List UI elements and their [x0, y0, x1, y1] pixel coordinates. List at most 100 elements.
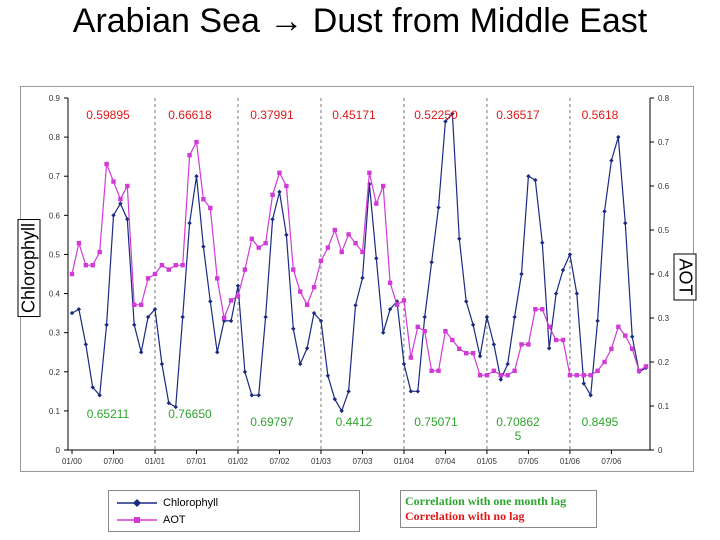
aot-point: [367, 170, 372, 175]
aot-point: [256, 245, 261, 250]
chlorophyll-point: [436, 205, 441, 210]
aot-point: [152, 271, 158, 277]
y-tick-label-right: 0.1: [658, 402, 670, 411]
aot-point: [187, 153, 192, 158]
aot-point: [553, 337, 559, 343]
chlorophyll-point: [381, 330, 386, 335]
chlorophyll-point: [470, 322, 476, 328]
y-tick-label-left: 0.9: [49, 94, 61, 103]
aot-point: [228, 298, 234, 303]
chlorophyll-point: [291, 326, 296, 331]
chlorophyll-point: [526, 174, 531, 179]
chlorophyll-point: [540, 240, 545, 245]
aot-point: [623, 333, 628, 338]
correlation-legend: Correlation with one month lag Correlati…: [400, 490, 597, 528]
x-tick-label: 07/02: [269, 457, 290, 466]
chlorophyll-point: [512, 314, 517, 320]
chlorophyll-point: [242, 369, 248, 374]
chlorophyll-point: [353, 303, 358, 308]
chlorophyll-point: [491, 342, 497, 347]
aot-point: [450, 337, 455, 343]
correlation-nolag-value: 0.59895: [86, 108, 130, 122]
x-tick-label: 01/01: [145, 457, 166, 466]
aot-point: [208, 205, 213, 211]
x-tick-label: 07/06: [601, 457, 622, 466]
aot-point: [360, 249, 365, 255]
chlorophyll-point: [132, 322, 137, 328]
aot-point: [408, 355, 414, 360]
chlorophyll-point: [609, 158, 614, 163]
chlorophyll-point: [215, 350, 220, 355]
chlorophyll-point: [125, 217, 130, 222]
aot-point: [311, 285, 317, 290]
chlorophyll-point: [325, 373, 331, 378]
aot-point: [484, 373, 490, 378]
x-tick-label: 01/00: [62, 457, 83, 466]
x-tick-label: 07/04: [435, 457, 456, 466]
aot-point: [470, 351, 476, 356]
aot-point: [560, 337, 566, 343]
y-tick-label-right: 0.5: [658, 226, 670, 235]
correlation-nolag-value: 0.37991: [250, 108, 294, 122]
chlorophyll-swatch-icon: [117, 499, 157, 507]
aot-point: [609, 346, 614, 351]
aot-swatch-icon: [117, 517, 157, 523]
legend-label-chlorophyll: Chlorophyll: [163, 497, 219, 509]
aot-point: [595, 368, 600, 373]
chlorophyll-point: [90, 385, 95, 390]
chlorophyll-point: [187, 220, 192, 226]
y-tick-label-right: 0.8: [658, 94, 670, 103]
chlorophyll-point: [235, 283, 241, 288]
chlorophyll-point: [104, 322, 109, 328]
aot-point: [298, 289, 303, 294]
aot-point: [325, 245, 331, 250]
correlation-nolag-value: 0.5618: [582, 108, 619, 122]
chlorophyll-point: [270, 217, 275, 222]
aot-point: [457, 346, 462, 351]
chlorophyll-point: [484, 314, 490, 320]
chlorophyll-point: [533, 177, 538, 183]
aot-point: [429, 368, 434, 373]
legend-entry-aot: AOT: [117, 512, 357, 528]
correlation-lag-label: Correlation with one month lag: [405, 494, 567, 508]
x-tick-label: 07/01: [186, 457, 207, 466]
chlorophyll-point: [118, 201, 123, 206]
chlorophyll-point: [159, 361, 165, 367]
correlation-nolag-value: 0.36517: [496, 108, 540, 122]
y-tick-label-right: 0.2: [658, 358, 670, 367]
aot-point: [173, 263, 178, 268]
aot-point: [235, 293, 241, 299]
y-tick-label-left: 0.6: [49, 211, 61, 220]
aot-point: [242, 267, 248, 272]
correlation-lag-value: 0.4412: [336, 415, 373, 429]
x-tick-label: 01/04: [394, 457, 415, 466]
aot-point: [249, 236, 255, 241]
correlation-lag-value: 0.76650: [168, 407, 212, 421]
chlorophyll-point: [298, 361, 303, 367]
y-tick-label-left: 0.7: [49, 172, 61, 181]
correlation-nolag-value: 0.45171: [332, 108, 376, 122]
x-tick-label: 01/06: [560, 457, 581, 466]
y-axis-label-aot: AOT: [673, 253, 697, 301]
chlorophyll-point: [623, 220, 628, 226]
aot-point: [118, 197, 123, 202]
chlorophyll-point: [546, 346, 552, 351]
aot-point: [83, 263, 89, 268]
chlorophyll-point: [387, 307, 393, 312]
aot-point: [339, 249, 344, 255]
correlation-lag-value: 0.69797: [250, 415, 294, 429]
aot-point: [304, 302, 310, 307]
chlorophyll-point: [616, 134, 621, 140]
aot-point: [284, 183, 289, 189]
aot-point: [270, 192, 275, 197]
aot-point: [567, 373, 573, 378]
aot-point: [505, 373, 510, 378]
chlorophyll-point: [97, 393, 102, 398]
chlorophyll-point: [263, 314, 268, 320]
chlorophyll-point: [256, 393, 261, 398]
chlorophyll-point: [69, 310, 75, 316]
series-line-aot: [71, 140, 647, 376]
aot-point: [263, 241, 268, 246]
aot-point: [111, 179, 116, 184]
aot-point: [498, 373, 503, 378]
